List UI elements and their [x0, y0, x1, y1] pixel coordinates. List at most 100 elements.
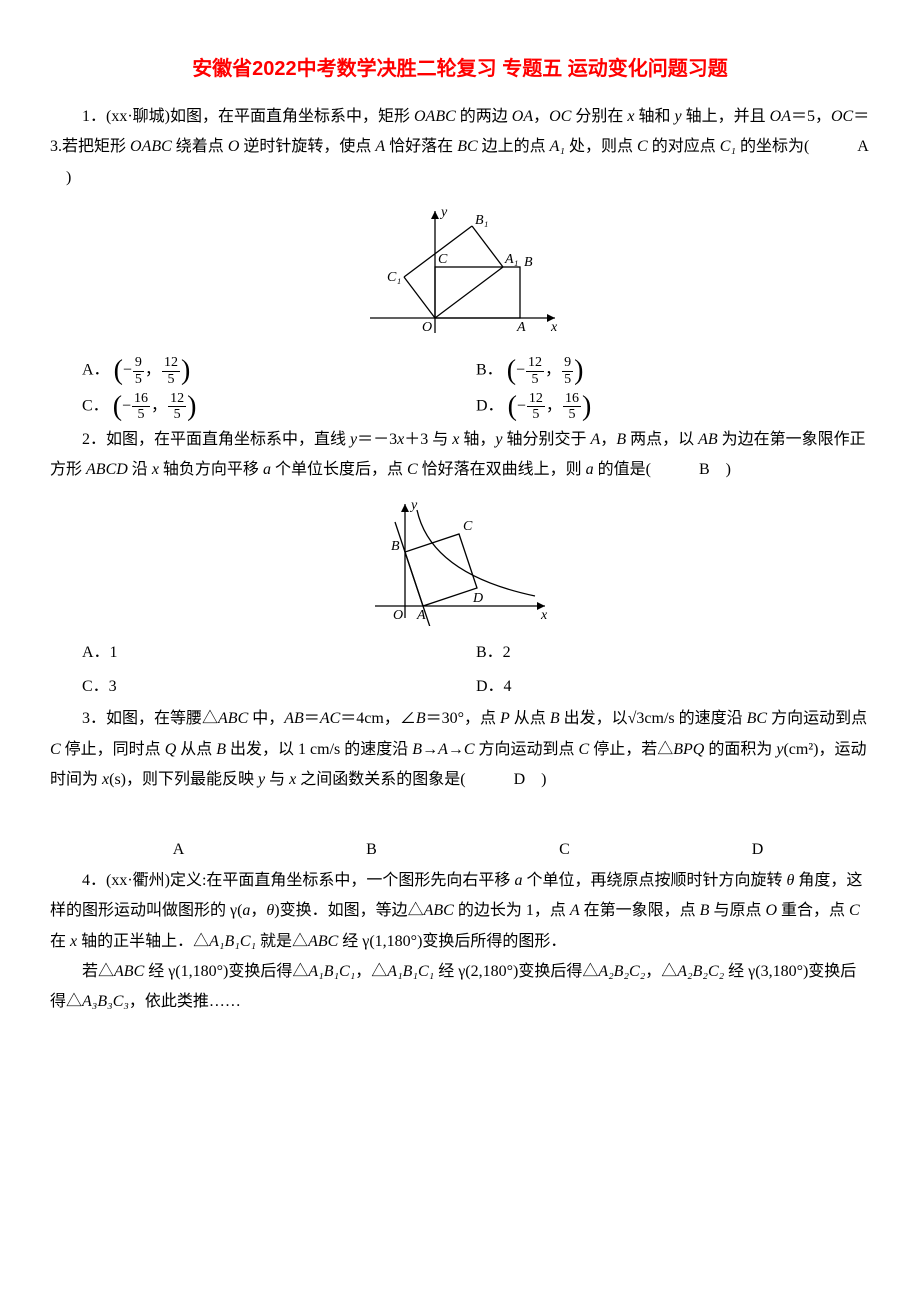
q3-answer: D	[482, 765, 526, 795]
v: a	[586, 461, 594, 478]
lbl-B: B	[524, 255, 533, 270]
t: ，	[600, 431, 616, 448]
lbl-x: x	[550, 320, 558, 335]
q3-text: 3．如图，在等腰△ABC 中，AB＝AC＝4cm，∠B＝30°，点 P 从点 B…	[50, 704, 870, 795]
t: 的坐标为(	[736, 138, 825, 155]
v: C	[579, 741, 590, 758]
t: 的边长为 1，点	[454, 902, 570, 919]
n: 12	[526, 355, 544, 370]
lbl-C1: C₁	[387, 270, 401, 285]
t: 停止，同时点	[61, 741, 165, 758]
q1-opt-B: B． (−125，95)	[476, 355, 870, 387]
v: C	[637, 138, 648, 155]
v: AB	[698, 431, 718, 448]
v: B	[216, 741, 226, 758]
t: )	[50, 169, 71, 186]
t: 出发，以	[560, 710, 628, 727]
v: A₁B₁C₁	[308, 963, 355, 980]
d: 5	[168, 406, 186, 422]
lbl-O: O	[422, 320, 432, 335]
v: A₁	[550, 138, 565, 155]
t: ＝5，	[791, 108, 831, 125]
lbl-O: O	[393, 608, 403, 623]
t: 轴和	[635, 108, 675, 125]
t: 的面积为	[704, 741, 776, 758]
t: ＝4cm，∠	[340, 710, 416, 727]
t: 与原点	[709, 902, 765, 919]
lbl-C: C	[438, 252, 448, 267]
v: AC	[320, 710, 340, 727]
d: 5	[563, 406, 581, 422]
t: ，	[250, 902, 266, 919]
t: 边上的点	[478, 138, 550, 155]
t: ，依此类推……	[129, 993, 241, 1010]
t: 与	[265, 771, 289, 788]
v: ABC	[218, 710, 248, 727]
v: ABC	[308, 933, 338, 950]
t: 经 γ(1,180°)变换后得△	[144, 963, 308, 980]
v: C	[849, 902, 860, 919]
t: ，△	[355, 963, 387, 980]
t: 在	[50, 933, 70, 950]
t: 恰好落在双曲线上，则	[418, 461, 586, 478]
q1-text: 1．(xx·聊城)如图，在平面直角坐标系中，矩形 OABC 的两边 OA，OC …	[50, 102, 870, 193]
v: A	[375, 138, 385, 155]
q4-text: 4．(xx·衢州)定义:在平面直角坐标系中，一个图形先向右平移 a 个单位，再绕…	[50, 866, 870, 957]
q1-opt-D: D． (−125，165)	[476, 391, 870, 423]
t: 就是△	[256, 933, 308, 950]
t: →	[448, 741, 464, 758]
q1-options: A． (−95，125) B． (−125，95) C． (−165，125) …	[82, 353, 870, 425]
q3-opt-C: C	[468, 835, 661, 865]
v: B	[616, 431, 626, 448]
lbl-A1: A₁	[504, 252, 518, 267]
doc-title: 安徽省2022中考数学决胜二轮复习 专题五 运动变化问题习题	[50, 50, 870, 88]
q1-opt-A: A． (−95，125)	[82, 355, 476, 387]
v: A	[591, 431, 601, 448]
n: 12	[162, 355, 180, 370]
d: 5	[527, 406, 545, 422]
pre: D．	[476, 398, 504, 415]
t: cm/s 的速度沿	[644, 710, 746, 727]
t: 恰好落在	[385, 138, 457, 155]
lbl-y: y	[409, 498, 418, 513]
d: 5	[162, 371, 180, 387]
t: 出发，以 1 cm/s 的速度沿	[226, 741, 412, 758]
t: ，	[533, 108, 549, 125]
v: OABC	[130, 138, 172, 155]
v: P	[500, 710, 510, 727]
t: ＝	[304, 710, 320, 727]
t: 若△	[82, 963, 114, 980]
t: 处，则点	[565, 138, 637, 155]
q1-opt-C: C． (−165，125)	[82, 391, 476, 423]
v: y	[675, 108, 682, 125]
n: 16	[563, 391, 581, 406]
v: ABC	[424, 902, 454, 919]
lbl-A: A	[416, 608, 426, 623]
v: OABC	[414, 108, 456, 125]
v: B	[550, 710, 560, 727]
t: →	[422, 741, 438, 758]
d: 5	[526, 371, 544, 387]
lbl-B1: B₁	[475, 213, 488, 228]
t: 绕着点	[172, 138, 228, 155]
t: )变换．如图，等边△	[274, 902, 423, 919]
t: 两点，以	[626, 431, 698, 448]
d: 5	[132, 406, 150, 422]
v: A	[438, 741, 448, 758]
v: x	[627, 108, 634, 125]
t: 从点	[176, 741, 216, 758]
v: BPQ	[673, 741, 704, 758]
t: 的两边	[456, 108, 512, 125]
q3-opt-B: B	[275, 835, 468, 865]
pre: A．	[82, 362, 110, 379]
t: 2．如图，在平面直角坐标系中，直线	[82, 431, 350, 448]
t: 个单位，再绕原点按顺时针方向旋转	[522, 872, 786, 889]
v: OC	[831, 108, 853, 125]
t: 经 γ(2,180°)变换后得△	[434, 963, 598, 980]
v: OA	[770, 108, 791, 125]
t: ＋3 与	[404, 431, 452, 448]
v: ABC	[114, 963, 144, 980]
t: 3．如图，在等腰△	[82, 710, 218, 727]
t: 在第一象限，点	[580, 902, 700, 919]
v: C	[50, 741, 61, 758]
